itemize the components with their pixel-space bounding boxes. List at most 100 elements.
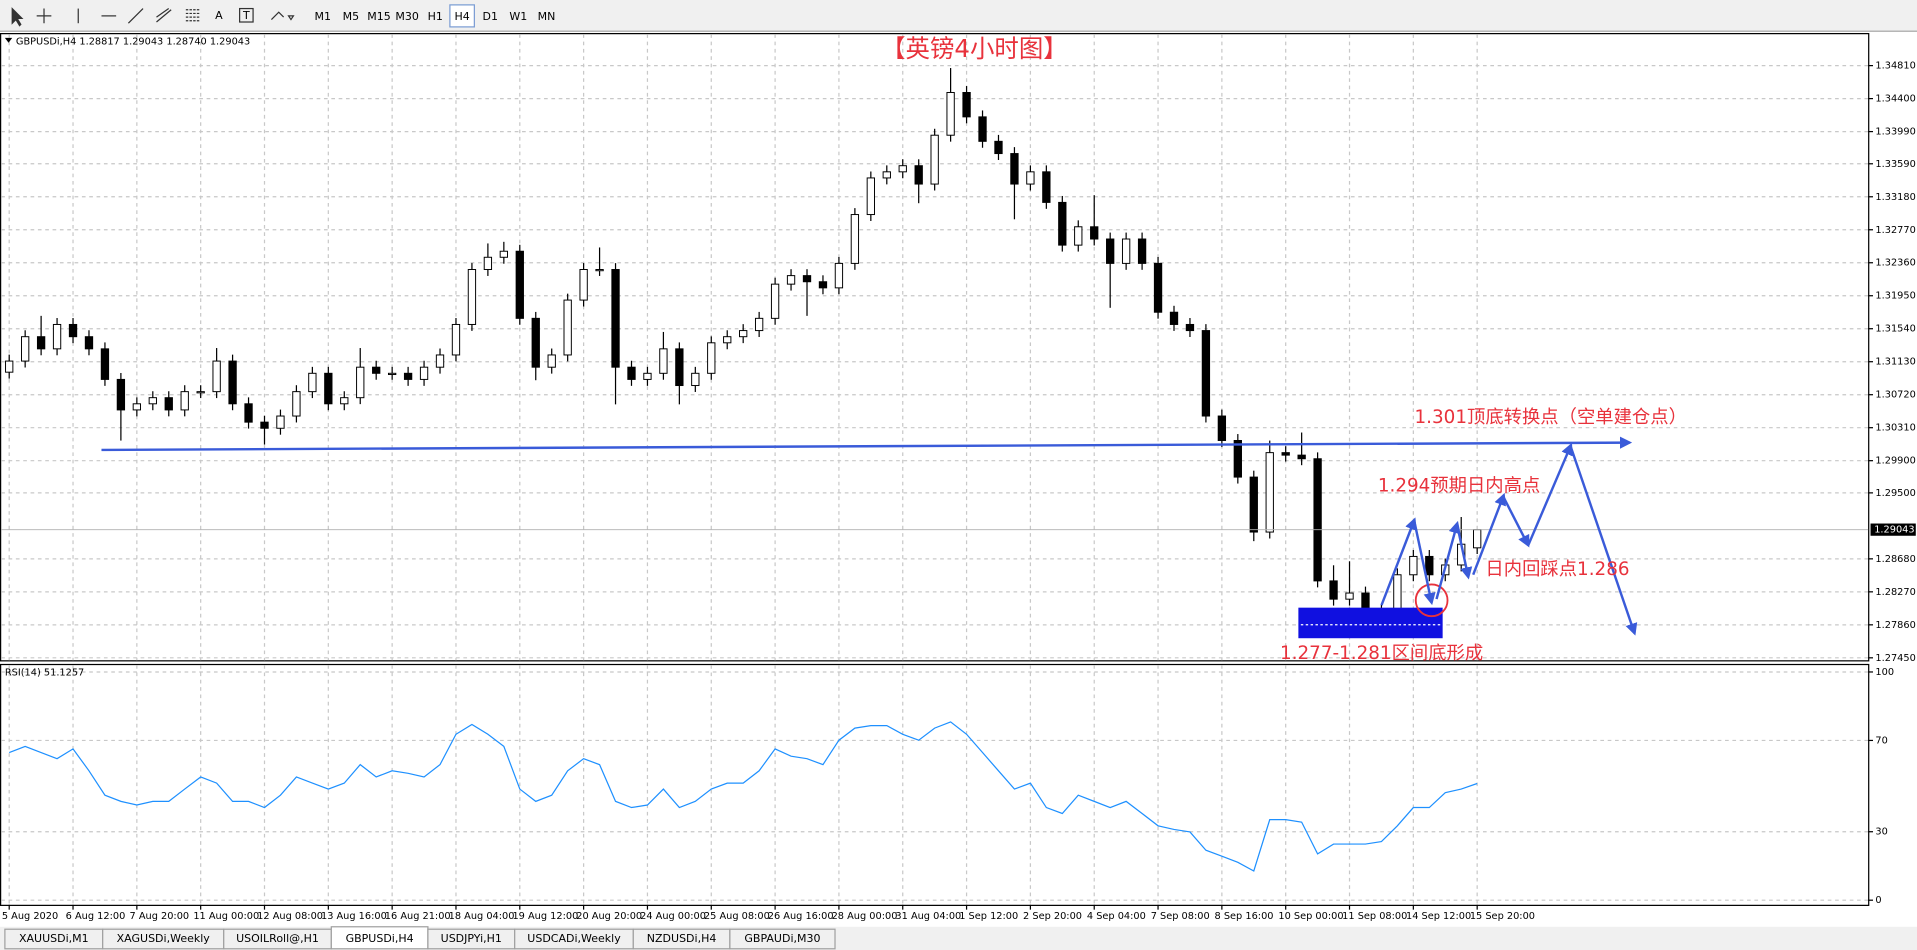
x-tick-label: 15 Sep 20:00 [1470,911,1535,922]
cursor-tool[interactable] [11,7,24,27]
candle-body [1153,262,1163,313]
candle-body [164,397,173,411]
rsi-chart-frame [0,663,1870,906]
timeframe-button[interactable]: M5 [343,10,359,23]
y-tick-label: 1.31130 [1875,357,1915,368]
y-tick-label: 1.34400 [1875,94,1915,105]
tab-label[interactable]: USDJPYi,H1 [441,932,502,945]
tool-icons[interactable] [11,7,295,27]
forecast-arrow [1456,525,1473,580]
candle-body [691,372,700,387]
y-tick-label: 1.30720 [1875,390,1915,401]
tab[interactable] [729,928,836,950]
timeframe-button[interactable]: H4 [454,10,469,23]
y-tick-label: 1.34810 [1875,61,1915,72]
candle-body [1233,439,1242,478]
candle-body [643,372,652,380]
candle-body [1026,171,1035,185]
x-tick-label: 10 Sep 00:00 [1278,911,1343,922]
candle-body [834,262,844,289]
forecast-arrow [1569,447,1638,636]
forecast-arrow [1380,517,1417,606]
textlabel-tool-label[interactable]: T [242,9,250,22]
candle-body [1121,238,1131,264]
text-tool[interactable]: A [215,9,223,22]
x-tick-label: 25 Aug 08:00 [704,911,770,922]
x-tick-label: 26 Aug 16:00 [768,911,834,922]
candle-body [723,336,732,344]
candle-body [276,415,285,429]
x-tick-label: 7 Sep 08:00 [1151,911,1210,922]
candle-body [898,165,907,173]
candle-body [1137,238,1147,264]
candle-body [84,336,94,350]
channel-tool[interactable] [156,8,172,23]
x-tick-label: 14 Sep 12:00 [1406,911,1471,922]
crosshair-tool[interactable] [36,8,52,24]
candle-body [21,336,30,362]
candle-body [372,366,381,374]
timeframe-button[interactable]: D1 [483,10,498,23]
candle-body [675,348,684,387]
tab-label[interactable]: USDCADi,Weekly [527,932,621,945]
forecast-arrow [1435,520,1461,600]
x-tick-label: 6 Aug 12:00 [66,911,126,922]
toolbar [0,0,1917,32]
y-tick-label: 1.27450 [1875,653,1915,664]
candle-body [260,421,269,429]
candle-body [52,323,62,350]
annotation: 日内回踩点1.286 [1485,559,1629,580]
rsi-header: RSI(14) 51.1257 [5,667,84,678]
timeframe-button[interactable]: M1 [315,10,331,23]
candle-body [116,378,126,411]
candle-body [1425,555,1434,576]
tab-label[interactable]: XAGUSDi,Weekly [117,932,211,945]
timeframe-button[interactable]: M15 [367,10,390,23]
textlabel-tool[interactable] [239,7,254,23]
x-tick-label: 11 Aug 00:00 [193,911,259,922]
candle-body [786,275,796,285]
candle-body [356,366,365,399]
tab-label[interactable]: USOILRoll@,H1 [236,932,319,945]
x-tick-label: 19 Aug 12:00 [512,911,578,922]
candle-body [754,317,764,332]
candle-body [467,269,477,325]
candle-body [818,281,828,289]
tab-label[interactable]: XAUUSDi,M1 [19,932,89,945]
candle-body [1090,226,1099,240]
fibo-tool[interactable] [185,9,201,22]
timeframe-button[interactable]: W1 [509,10,527,23]
trendline-tool[interactable] [127,8,144,24]
y-tick-label: 100 [1875,667,1894,678]
tab-label[interactable]: NZDUSDi,H4 [647,932,717,945]
tab-label[interactable]: GBPAUDi,M30 [744,932,820,945]
shapes-tool[interactable] [270,11,295,21]
candle-body [308,372,317,393]
candle-body [212,360,221,393]
timeframe-button[interactable]: H1 [428,10,443,23]
candle-body [515,250,524,319]
candle-body [1217,415,1227,441]
candle-body [770,283,780,319]
candle-body [451,323,461,356]
forecast-arrow [1472,492,1506,576]
timeframe-button[interactable]: MN [538,10,556,23]
candle-body [659,348,668,374]
timeframe-button[interactable]: M30 [395,10,418,23]
candle-body [707,342,716,374]
candle-body [132,403,142,411]
tab-label[interactable]: GBPUSDi,H4 [346,932,414,945]
x-tick-label: 5 Aug 2020 [2,911,58,922]
y-tick-label: 1.32770 [1875,225,1915,236]
timeframe-active[interactable] [449,4,475,28]
candle-body [100,348,110,380]
x-tick-label: 8 Sep 16:00 [1215,911,1274,922]
x-tick-label: 13 Aug 16:00 [321,911,387,922]
candle-body [1106,238,1115,264]
candle-body [1473,529,1482,549]
resistance-line [101,436,1633,452]
y-tick-label: 1.32360 [1875,258,1915,269]
header-arrow [4,37,13,43]
candle-body [611,269,620,368]
